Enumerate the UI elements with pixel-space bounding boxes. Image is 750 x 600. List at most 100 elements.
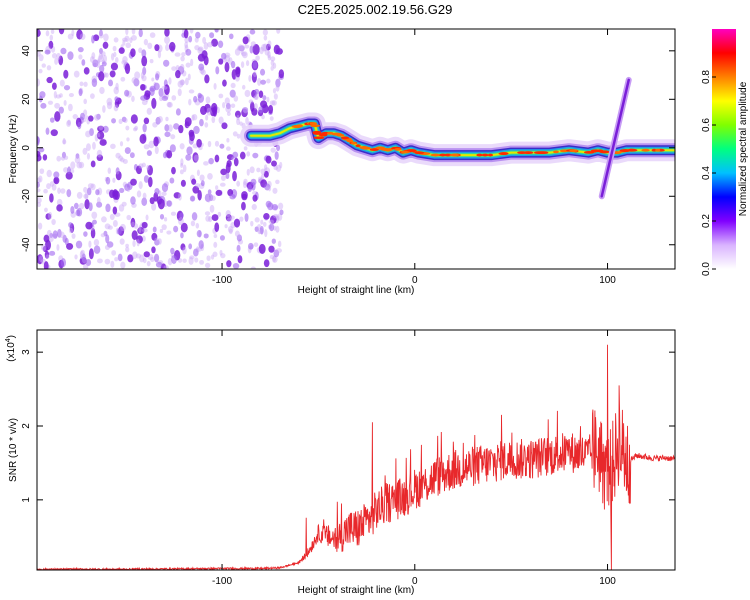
noise-speckle [215, 66, 220, 75]
noise-speckle [105, 203, 111, 213]
noise-speckle [141, 74, 147, 82]
noise-speckle [213, 233, 218, 239]
noise-speckle [234, 48, 241, 56]
noise-speckle [191, 212, 198, 221]
noise-speckle [107, 225, 113, 230]
noise-speckle [205, 114, 209, 121]
noise-speckle [240, 47, 244, 55]
noise-speckle [170, 134, 176, 140]
colorbar-ticks: 0.0 0.2 0.4 0.6 0.8 [701, 70, 716, 276]
noise-speckle [90, 160, 96, 168]
noise-speckle [147, 165, 153, 176]
noise-speckle [37, 181, 40, 188]
noise-speckle [120, 261, 126, 269]
noise-speckle [272, 255, 276, 263]
noise-speckle [60, 188, 66, 194]
noise-speckle [58, 29, 65, 35]
noise-speckle [260, 168, 266, 175]
noise-speckle [102, 105, 106, 113]
noise-speckle [151, 203, 157, 211]
noise-speckle [180, 243, 186, 251]
noise-speckle [149, 59, 154, 64]
noise-speckle [236, 244, 241, 252]
noise-speckle [266, 78, 271, 84]
noise-speckle [263, 170, 269, 178]
noise-speckle [53, 171, 60, 179]
noise-speckle [250, 220, 254, 227]
noise-speckle [159, 95, 164, 102]
noise-speckle [167, 101, 173, 108]
noise-speckle [131, 29, 136, 35]
noise-speckle [159, 228, 164, 234]
noise-speckle [47, 211, 53, 220]
svg-text:(x104): (x104) [5, 335, 17, 362]
noise-speckle [277, 213, 283, 221]
noise-speckle [264, 183, 271, 191]
noise-speckle [190, 58, 194, 67]
noise-speckle [138, 181, 143, 190]
noise-speckle [131, 230, 138, 241]
noise-speckle [205, 96, 211, 104]
spectrogram-x-ticks: -100 0 100 [212, 29, 616, 286]
noise-speckle [161, 183, 169, 193]
snr-y-axis-label: SNR (10 * v/v) [8, 418, 19, 482]
noise-speckle [188, 89, 195, 94]
noise-speckle [273, 93, 278, 100]
noise-speckle [45, 254, 50, 259]
noise-speckle [252, 43, 260, 55]
noise-speckle [199, 118, 204, 127]
noise-speckle [249, 29, 256, 35]
noise-speckle [149, 87, 155, 97]
noise-speckle [40, 102, 47, 109]
noise-speckle [196, 169, 200, 177]
noise-speckle [199, 174, 205, 182]
noise-speckle [159, 214, 165, 220]
noise-speckle [158, 87, 164, 97]
noise-speckle [203, 161, 209, 166]
noise-speckle [268, 245, 275, 253]
noise-speckle [141, 235, 146, 242]
noise-speckle [249, 45, 254, 54]
noise-speckle [78, 161, 85, 169]
spectrogram-y-tick-label: 40 [21, 45, 32, 57]
noise-speckle [57, 187, 61, 194]
noise-speckle [37, 29, 41, 37]
noise-speckle [233, 157, 239, 167]
noise-speckle [250, 101, 255, 112]
noise-speckle [83, 67, 90, 75]
noise-speckle [154, 239, 160, 246]
noise-speckle [180, 63, 185, 72]
noise-speckle [134, 71, 141, 80]
noise-speckle [95, 60, 101, 68]
noise-speckle [272, 88, 277, 94]
noise-speckle [130, 217, 136, 228]
noise-speckle [182, 247, 187, 255]
noise-speckle [56, 204, 63, 212]
noise-speckle [253, 95, 258, 100]
noise-speckle [171, 66, 177, 71]
ridge-hotspot [553, 150, 559, 154]
noise-speckle [116, 228, 122, 235]
spectrogram-chart: -100 0 100 -40 -20 0 20 40 Height of straight … [8, 28, 749, 296]
noise-speckle [170, 211, 177, 216]
noise-speckle [263, 212, 270, 220]
noise-speckle [270, 59, 275, 67]
ridge-hotspot [313, 136, 325, 140]
noise-speckle [242, 181, 247, 189]
noise-speckle [262, 29, 268, 36]
noise-speckle [213, 241, 218, 248]
noise-speckle [143, 251, 150, 258]
noise-speckle [132, 251, 138, 260]
noise-speckle [141, 49, 147, 58]
noise-speckle [263, 259, 270, 268]
noise-speckle [112, 206, 118, 215]
noise-speckle [92, 141, 96, 150]
noise-speckle [267, 40, 272, 47]
noise-speckle [140, 95, 147, 101]
noise-speckle [242, 106, 249, 114]
spectrogram-y-tick-label: 0 [21, 145, 32, 151]
spectrogram-y-ticks: -40 -20 0 20 40 [21, 45, 675, 252]
noise-speckle [273, 249, 280, 258]
noise-speckle [209, 32, 215, 39]
noise-speckle [269, 116, 274, 121]
